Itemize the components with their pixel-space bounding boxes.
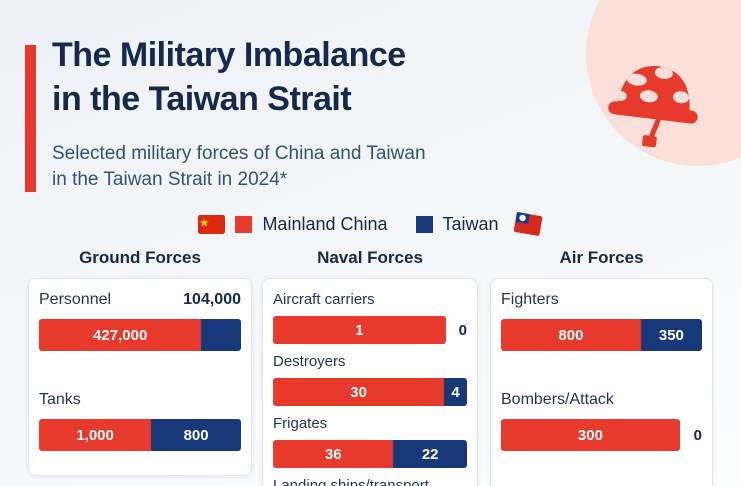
title-accent-bar xyxy=(25,45,36,192)
china-bar-segment: 30 xyxy=(273,378,445,406)
ground-forces-card: Personnel 104,000 427,000 Tanks 1,000 800 xyxy=(28,278,252,476)
subtitle: Selected military forces of China and Ta… xyxy=(52,141,426,192)
taiwan-color-swatch xyxy=(415,216,433,233)
section-header-ground-forces: Ground Forces xyxy=(79,248,201,267)
section-header-naval-forces: Naval Forces xyxy=(317,248,423,267)
chart-row: Fighters 800 350 xyxy=(501,291,702,351)
china-color-swatch xyxy=(235,216,253,233)
legend-label-taiwan: Taiwan xyxy=(442,214,499,234)
page-title-line2: in the Taiwan Strait xyxy=(52,79,352,118)
taiwan-bar-segment: 22 xyxy=(393,440,467,468)
helmet-icon xyxy=(596,52,712,156)
chart-row: Destroyers 30 4 xyxy=(273,353,467,406)
chart-row: Landing ships/transport docks xyxy=(273,477,467,486)
section-header-air-forces: Air Forces xyxy=(559,248,644,267)
ground-forces-section: Ground Forces Personnel 104,000 427,000 Tan… xyxy=(28,248,252,476)
row-label: Landing ships/transport docks xyxy=(273,477,429,486)
subtitle-line1: Selected military forces of China and Ta… xyxy=(52,143,426,164)
ground-forces-card-body: Personnel 104,000 427,000 Tanks 1,000 800 xyxy=(29,279,251,463)
legend-label-china: Mainland China xyxy=(262,214,388,234)
china-bar-segment: 300 xyxy=(501,419,680,451)
chart-row: Bombers/Attack 300 0 xyxy=(501,391,702,451)
row-label: Tanks xyxy=(39,391,81,408)
subtitle-line2: in the Taiwan Strait in 2024* xyxy=(52,168,288,190)
chart-row: Personnel 104,000 427,000 xyxy=(39,291,241,351)
row-label: Personnel xyxy=(39,291,112,308)
helmet-svg xyxy=(608,66,698,148)
naval-forces-card-body: Aircraft carriers 1 0 Destroyers 30 4 Frigates… xyxy=(263,279,477,486)
page-title: The Military Imbalance in the Taiwan Str… xyxy=(52,34,406,121)
taiwan-value-label: 0 xyxy=(458,321,467,339)
china-bar-segment: 1 xyxy=(273,316,446,344)
china-bar-segment: 427,000 xyxy=(39,319,202,351)
air-forces-card-body: Fighters 800 350 Bombers/Attack 300 0 xyxy=(491,279,712,463)
row-label: Frigates xyxy=(273,415,328,432)
page-title-line1: The Military Imbalance xyxy=(52,36,406,74)
china-bar-segment: 800 xyxy=(501,319,641,351)
naval-forces-card: Aircraft carriers 1 0 Destroyers 30 4 Frigates… xyxy=(262,278,478,486)
china-flag-icon xyxy=(198,215,226,234)
chart-row: Frigates 36 22 xyxy=(273,415,467,468)
taiwan-bar-segment: 350 xyxy=(640,319,702,351)
air-forces-card: Fighters 800 350 Bombers/Attack 300 0 xyxy=(490,278,713,486)
chart-row: Aircraft carriers 1 0 xyxy=(273,291,467,344)
chart-row: Tanks 1,000 800 xyxy=(39,391,241,451)
row-label: Aircraft carriers xyxy=(273,291,375,308)
row-label: Fighters xyxy=(501,291,559,308)
china-bar-segment: 36 xyxy=(273,440,394,468)
taiwan-flag-icon xyxy=(513,211,543,238)
naval-forces-section: Naval Forces Aircraft carriers 1 0 Destroye… xyxy=(262,248,478,486)
legend: Mainland China Taiwan xyxy=(0,211,741,238)
taiwan-value-label: 104,000 xyxy=(183,291,241,308)
taiwan-value-label: 0 xyxy=(693,426,702,444)
taiwan-bar-segment xyxy=(201,319,241,351)
row-label: Bombers/Attack xyxy=(501,391,614,408)
taiwan-bar-segment: 4 xyxy=(444,378,467,406)
air-forces-section: Air Forces Fighters 800 350 Bombers/Attack 3… xyxy=(490,248,713,486)
china-bar-segment: 1,000 xyxy=(39,419,152,451)
taiwan-bar-segment: 800 xyxy=(151,419,241,451)
row-label: Destroyers xyxy=(273,353,346,370)
